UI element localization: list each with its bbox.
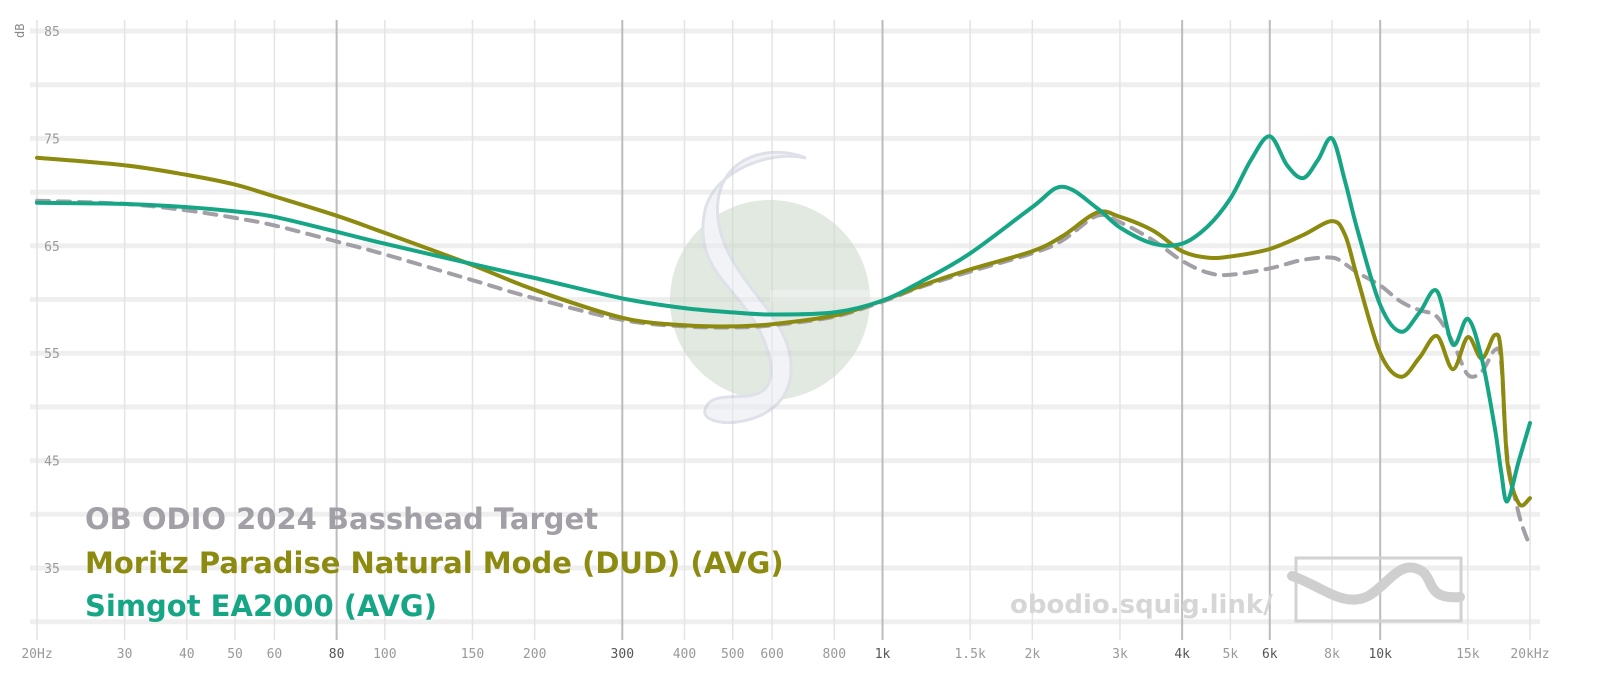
x-tick-label: 40 — [179, 647, 195, 662]
x-tick-label: 800 — [823, 647, 846, 662]
y-axis-unit: dB — [13, 24, 27, 38]
x-tick-label: 60 — [267, 647, 283, 662]
legend-item-simgot[interactable]: Simgot EA2000 (AVG) — [85, 589, 437, 623]
x-tick-label: 2k — [1025, 647, 1041, 662]
x-tick-label: 80 — [329, 647, 345, 662]
x-tick-label: 20kHz — [1510, 647, 1549, 662]
x-tick-label: 4k — [1174, 647, 1190, 662]
y-tick-label: 75 — [44, 132, 60, 147]
x-tick-label: 50 — [227, 647, 243, 662]
x-tick-label: 30 — [117, 647, 133, 662]
x-tick-label: 3k — [1112, 647, 1128, 662]
series-moritz-curve — [35, 155, 1532, 508]
x-tick-label: 600 — [760, 647, 783, 662]
x-tick-label: 150 — [461, 647, 484, 662]
x-tick-label: 100 — [373, 647, 396, 662]
x-tick-label: 8k — [1324, 647, 1340, 662]
squiglink-logo — [1287, 556, 1465, 623]
y-tick-label: 85 — [44, 25, 60, 40]
series-simgot-curve — [35, 134, 1532, 504]
x-tick-label: 500 — [721, 647, 744, 662]
y-tick-label: 35 — [44, 562, 60, 577]
x-tick-label: 1k — [875, 647, 891, 662]
legend-item-target[interactable]: OB ODIO 2024 Basshead Target — [85, 502, 598, 536]
axes: 20Hz 30 40 50 60 80 100 150 200 300 400 500 600 800 1k… — [21, 25, 1549, 662]
x-tick-label: 15k — [1456, 647, 1480, 662]
y-tick-label: 45 — [44, 455, 60, 470]
logo-watermark — [670, 150, 870, 424]
legend-item-moritz[interactable]: Moritz Paradise Natural Mode (DUD) (AVG) — [85, 546, 784, 580]
y-tick-label: 65 — [44, 240, 60, 255]
x-tick-label: 10k — [1368, 647, 1392, 662]
y-tick-label: 55 — [44, 347, 60, 362]
x-tick-label: 1.5k — [954, 647, 985, 662]
x-tick-label: 400 — [673, 647, 696, 662]
x-tick-label: 300 — [611, 647, 634, 662]
curves — [35, 134, 1532, 549]
x-tick-label: 20Hz — [21, 647, 52, 662]
x-tick-label: 6k — [1262, 647, 1278, 662]
site-watermark: obodio.squig.link/ — [1010, 590, 1273, 620]
x-tick-label: 200 — [523, 647, 546, 662]
x-tick-label: 5k — [1223, 647, 1239, 662]
